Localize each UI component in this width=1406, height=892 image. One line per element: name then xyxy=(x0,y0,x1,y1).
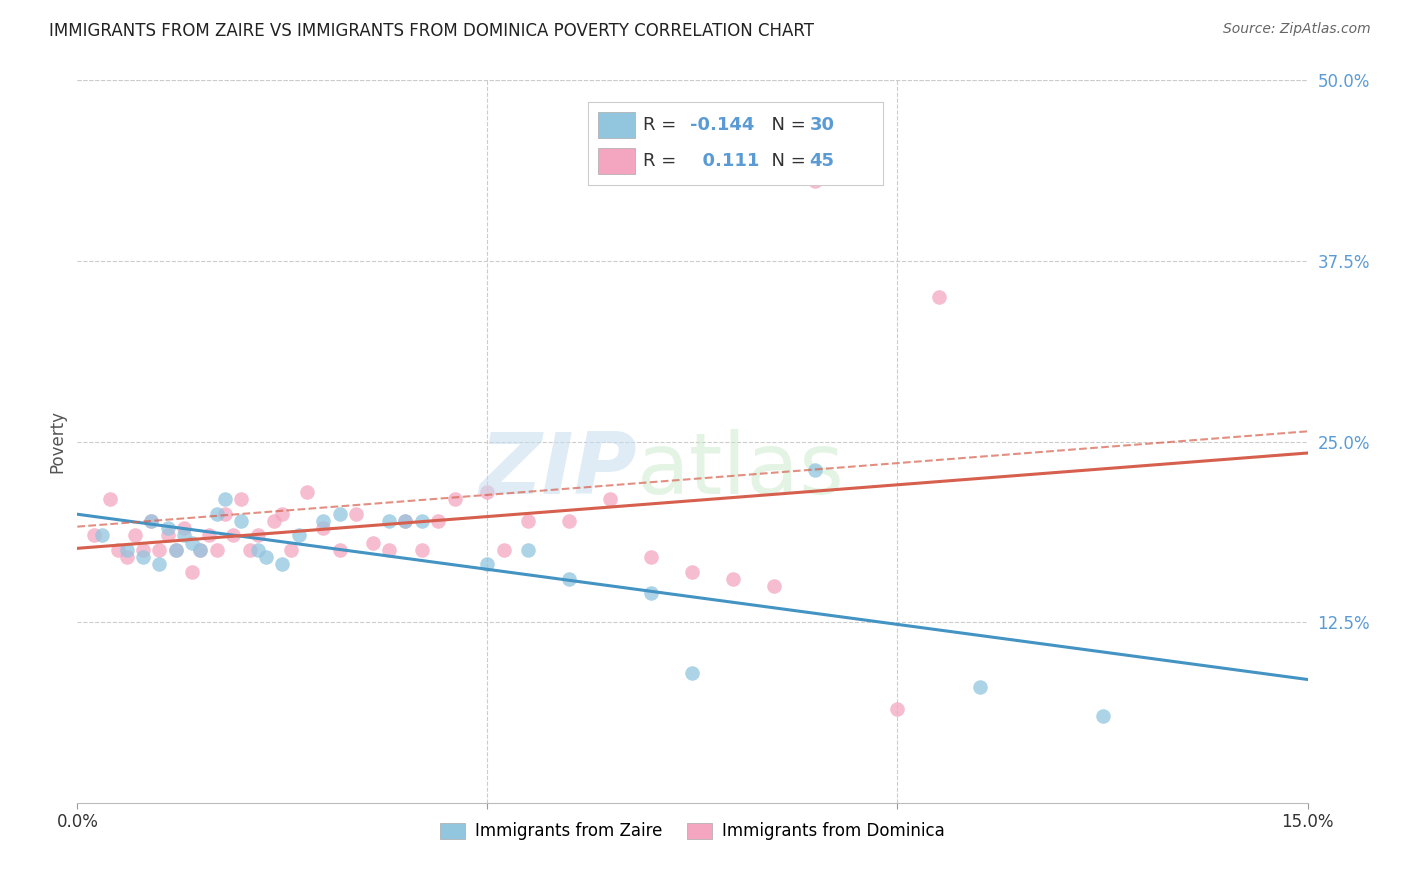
Point xyxy=(443,492,465,507)
Point xyxy=(141,514,163,528)
FancyBboxPatch shape xyxy=(598,112,634,138)
Point xyxy=(361,535,384,549)
Point xyxy=(231,514,253,528)
Point xyxy=(239,542,262,557)
Point xyxy=(148,558,170,572)
FancyBboxPatch shape xyxy=(598,148,634,174)
Point xyxy=(288,528,311,542)
Text: IMMIGRANTS FROM ZAIRE VS IMMIGRANTS FROM DOMINICA POVERTY CORRELATION CHART: IMMIGRANTS FROM ZAIRE VS IMMIGRANTS FROM… xyxy=(49,22,814,40)
Point xyxy=(517,514,540,528)
Point xyxy=(141,514,163,528)
Point xyxy=(188,542,212,557)
Point xyxy=(477,485,499,500)
Point xyxy=(107,542,129,557)
Point xyxy=(231,492,253,507)
Point xyxy=(132,550,155,565)
Point xyxy=(197,528,219,542)
Text: 0.111: 0.111 xyxy=(690,153,759,170)
Point xyxy=(115,550,138,565)
Point xyxy=(148,542,170,557)
Point xyxy=(411,542,433,557)
Text: 30: 30 xyxy=(810,116,834,134)
Text: R =: R = xyxy=(644,116,682,134)
Legend: Immigrants from Zaire, Immigrants from Dominica: Immigrants from Zaire, Immigrants from D… xyxy=(432,814,953,848)
Point xyxy=(329,542,352,557)
Point xyxy=(427,514,450,528)
Point xyxy=(124,528,146,542)
Point xyxy=(181,565,204,579)
Point xyxy=(378,514,401,528)
Point xyxy=(271,558,294,572)
Point xyxy=(173,521,195,535)
Point xyxy=(98,492,121,507)
Point xyxy=(271,507,294,521)
Text: 45: 45 xyxy=(810,153,834,170)
Point xyxy=(394,514,416,528)
Point xyxy=(411,514,433,528)
Point xyxy=(969,680,991,694)
Point xyxy=(804,463,827,477)
Point xyxy=(640,550,662,565)
Point xyxy=(181,535,204,549)
Point xyxy=(312,514,335,528)
Point xyxy=(132,542,155,557)
Text: atlas: atlas xyxy=(637,429,845,512)
Y-axis label: Poverty: Poverty xyxy=(48,410,66,473)
Point xyxy=(205,507,228,521)
Point xyxy=(558,572,581,586)
Point xyxy=(165,542,187,557)
Point xyxy=(295,485,318,500)
Point xyxy=(280,542,302,557)
Point xyxy=(188,542,212,557)
Text: R =: R = xyxy=(644,153,682,170)
Text: N =: N = xyxy=(761,116,811,134)
Point xyxy=(723,572,745,586)
Point xyxy=(640,586,662,600)
Point xyxy=(115,542,138,557)
Text: N =: N = xyxy=(761,153,811,170)
Point xyxy=(517,542,540,557)
Point xyxy=(558,514,581,528)
Point xyxy=(156,521,179,535)
Point xyxy=(928,290,950,304)
Point xyxy=(214,492,236,507)
Point xyxy=(205,542,228,557)
Point xyxy=(263,514,285,528)
Text: -0.144: -0.144 xyxy=(690,116,755,134)
Point xyxy=(763,579,786,593)
Point xyxy=(246,542,269,557)
Point xyxy=(90,528,114,542)
FancyBboxPatch shape xyxy=(588,102,883,185)
Point xyxy=(477,558,499,572)
Point xyxy=(804,174,827,188)
Point xyxy=(246,528,269,542)
Point xyxy=(682,665,704,680)
Point xyxy=(165,542,187,557)
Point xyxy=(156,528,179,542)
Point xyxy=(682,565,704,579)
Point xyxy=(886,702,908,716)
Point xyxy=(394,514,416,528)
Point xyxy=(492,542,515,557)
Point xyxy=(173,528,195,542)
Point xyxy=(378,542,401,557)
Point xyxy=(222,528,245,542)
Point xyxy=(83,528,105,542)
Point xyxy=(254,550,277,565)
Point xyxy=(329,507,352,521)
Point xyxy=(312,521,335,535)
Text: Source: ZipAtlas.com: Source: ZipAtlas.com xyxy=(1223,22,1371,37)
Point xyxy=(214,507,236,521)
Point xyxy=(599,492,621,507)
Point xyxy=(344,507,367,521)
Point xyxy=(1091,709,1114,723)
Text: ZIP: ZIP xyxy=(479,429,637,512)
